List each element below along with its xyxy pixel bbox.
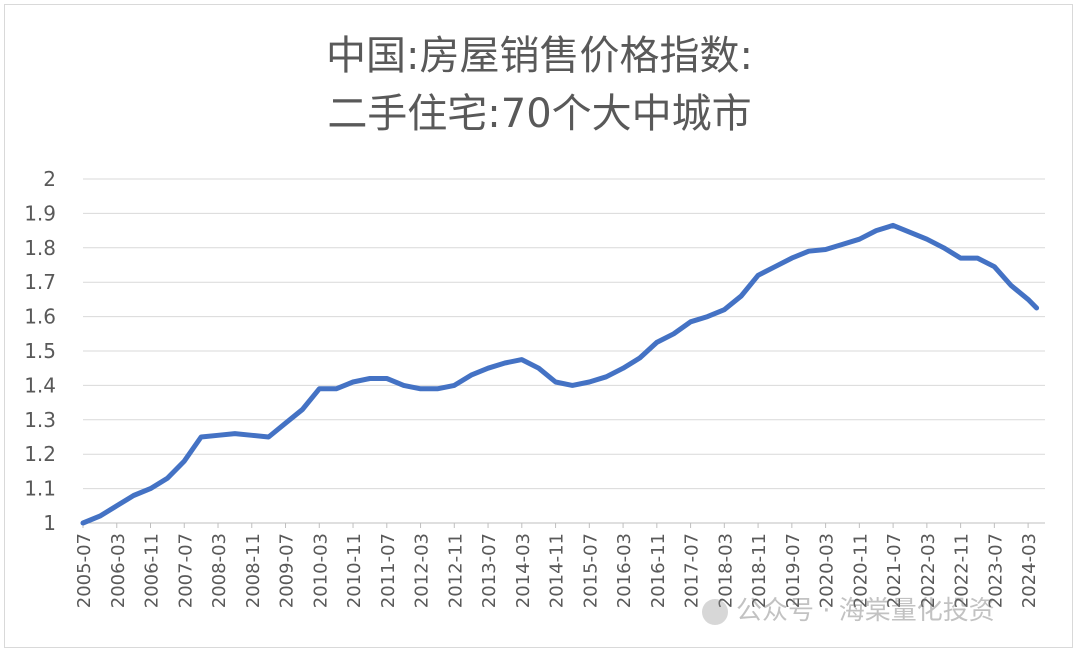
x-tick-label: 2006-03 (108, 533, 129, 608)
y-tick-label: 1.4 (24, 373, 56, 397)
chart-title-line1: 中国:房屋销售价格指数: (326, 33, 753, 79)
y-tick-label: 1.7 (24, 270, 56, 294)
x-tick-label: 2009-07 (277, 533, 298, 608)
x-tick-label: 2019-07 (783, 533, 804, 608)
x-tick-label: 2020-11 (850, 533, 871, 608)
series-line (80, 222, 1040, 526)
y-tick-label: 1.5 (24, 339, 56, 363)
x-tick-label: 2013-07 (479, 533, 500, 608)
x-tick-label: 2016-03 (614, 533, 635, 608)
wechat-icon (702, 598, 728, 625)
x-tick-label: 2023-07 (985, 533, 1006, 608)
x-tick-label: 2014-03 (513, 533, 534, 608)
y-tick-label: 1.8 (24, 236, 56, 260)
x-tick-label: 2024-03 (1019, 533, 1040, 608)
x-tick-label: 2012-03 (412, 533, 433, 608)
y-tick-label: 1 (43, 511, 56, 535)
x-tick-label: 2007-07 (175, 533, 196, 608)
y-tick-label: 1.6 (24, 305, 56, 329)
chart-title-line2: 二手住宅:70个大中城市 (327, 91, 752, 137)
x-tick-label: 2022-03 (918, 533, 939, 608)
chart-frame (4, 4, 1073, 648)
x-tick-label: 2012-11 (445, 533, 466, 608)
watermark-text: 公众号 · 海棠量化投资 (736, 596, 995, 626)
x-tick-label: 2015-07 (580, 533, 601, 608)
x-tick-label: 2010-11 (344, 533, 365, 608)
x-tick-label: 2022-11 (952, 533, 973, 608)
x-tick-label: 2018-03 (715, 533, 736, 608)
y-tick-label: 1.2 (24, 442, 56, 466)
x-tick-label: 2010-03 (310, 533, 331, 608)
x-tick-label: 2021-07 (884, 533, 905, 608)
y-tick-label: 1.3 (24, 408, 56, 432)
y-tick-label: 1.9 (24, 201, 56, 225)
x-tick-label: 2011-07 (378, 533, 399, 608)
x-tick-label: 2018-11 (749, 533, 770, 608)
x-tick-label: 2020-03 (817, 533, 838, 608)
x-tick-label: 2014-11 (547, 533, 568, 608)
x-tick-label: 2008-03 (209, 533, 230, 608)
watermark: 公众号 · 海棠量化投资 (702, 590, 995, 627)
x-tick-label: 2016-11 (648, 533, 669, 608)
y-tick-label: 1.1 (24, 477, 56, 501)
y-tick-label: 2 (43, 167, 56, 191)
x-tick-label: 2008-11 (243, 533, 264, 608)
x-tick-label: 2006-11 (142, 533, 163, 608)
x-tick-label: 2005-07 (74, 533, 95, 608)
x-tick-label: 2017-07 (682, 533, 703, 608)
